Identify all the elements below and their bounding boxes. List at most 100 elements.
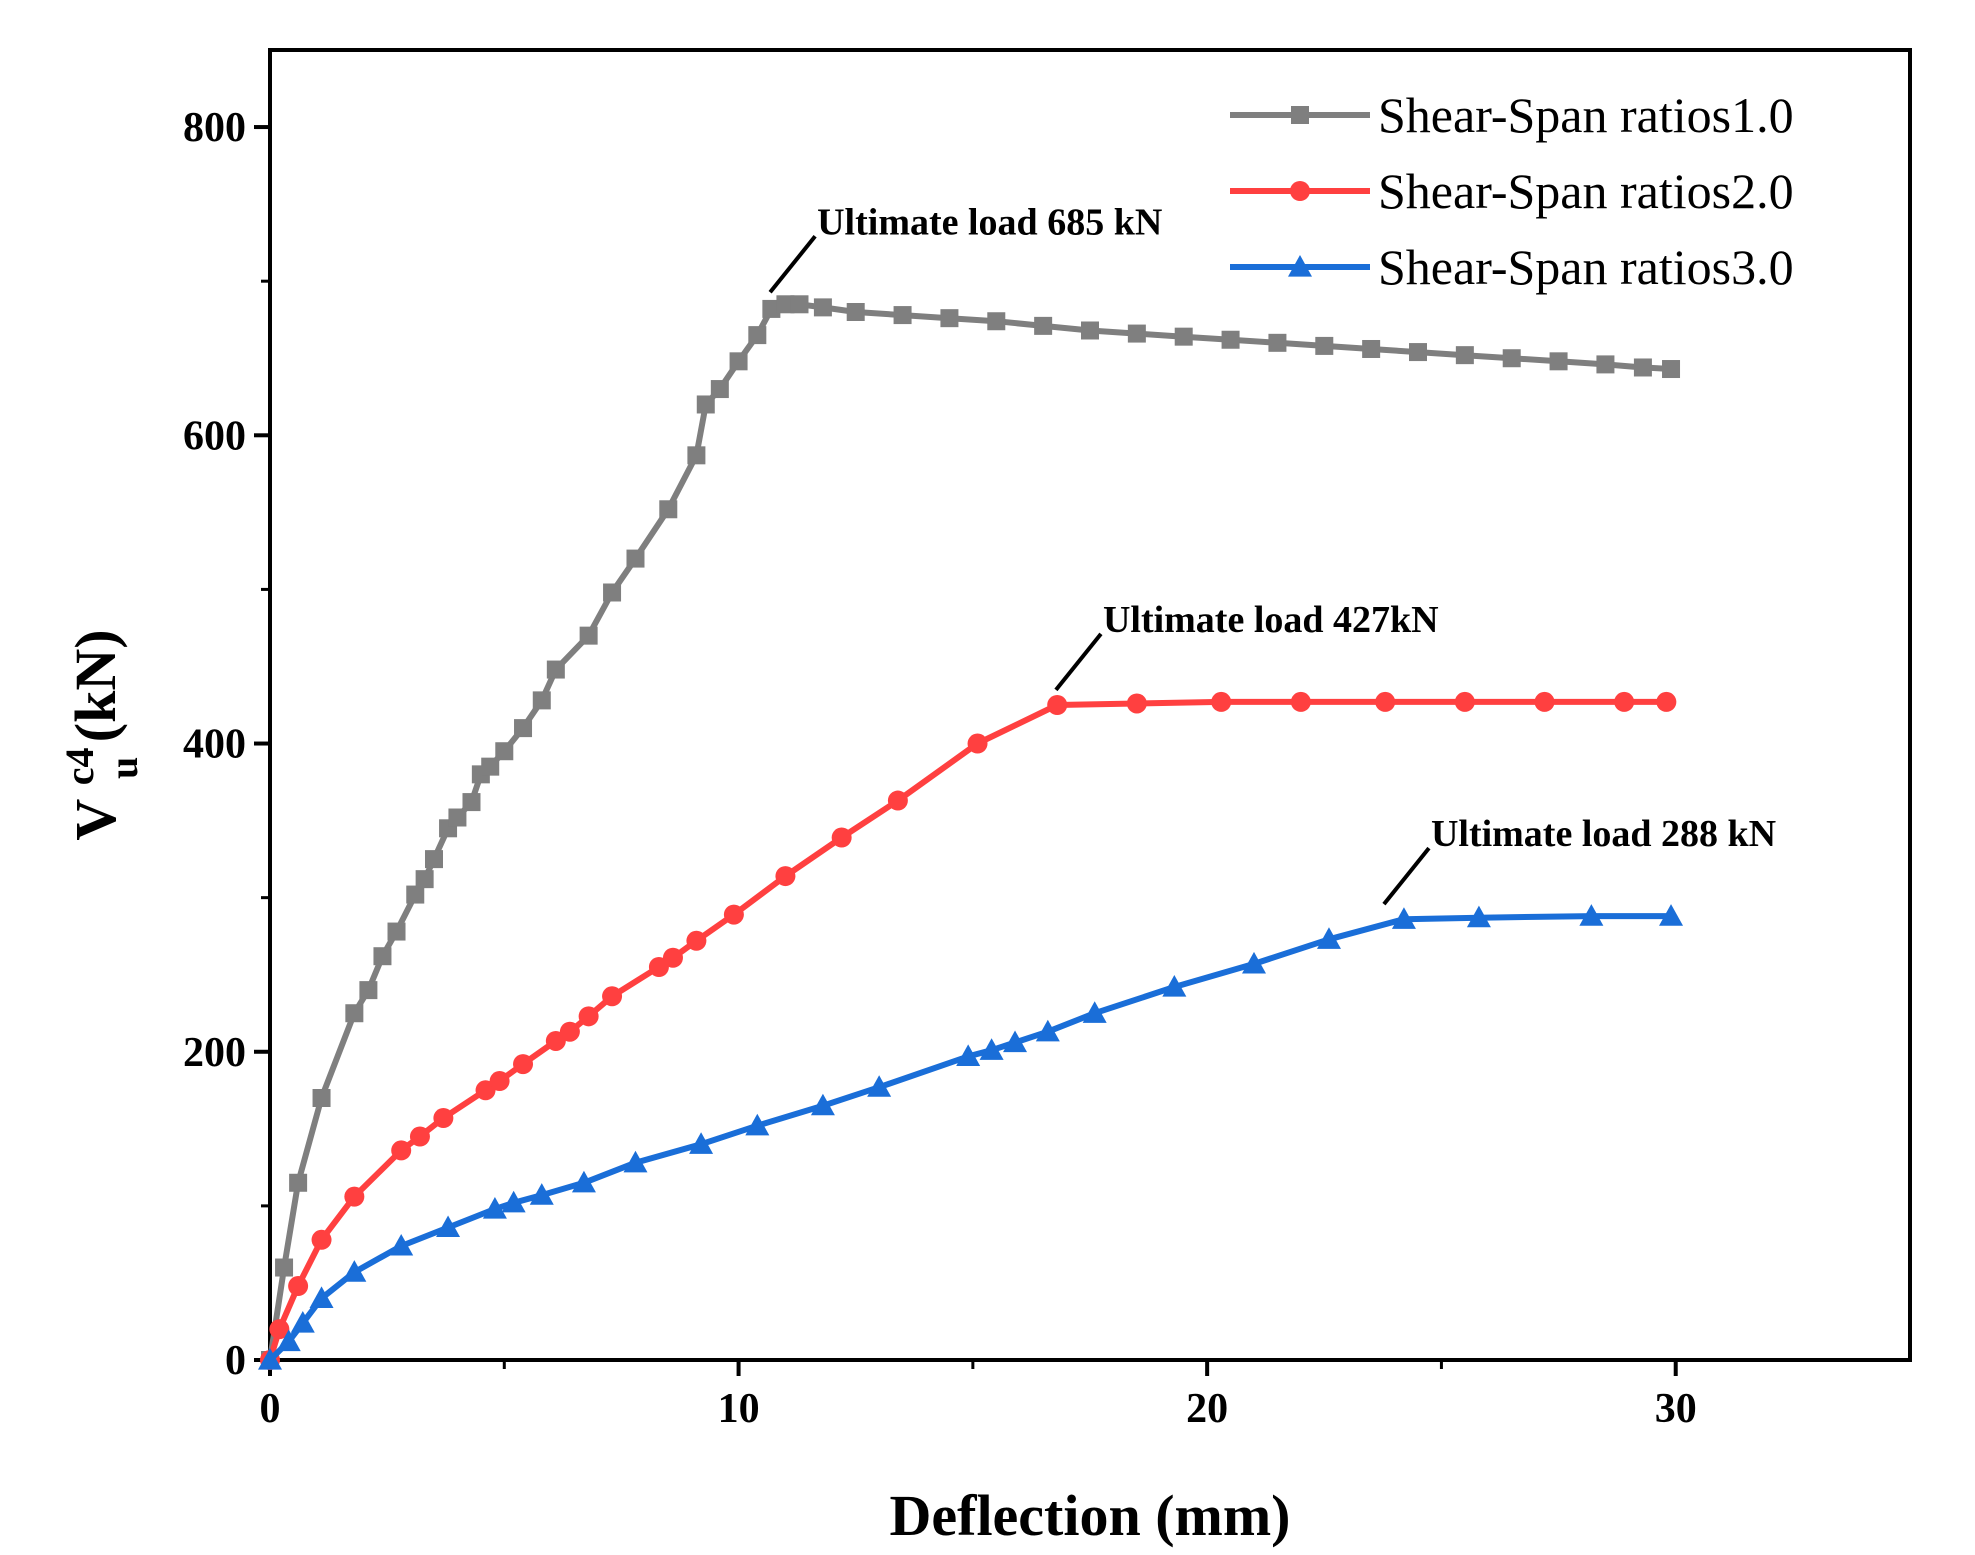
data-point-triangle	[276, 1329, 301, 1352]
data-point-triangle	[867, 1075, 892, 1097]
data-point-triangle	[1288, 255, 1312, 277]
data-point-triangle	[810, 1093, 835, 1116]
data-point-square	[532, 691, 551, 710]
data-point-square	[687, 446, 706, 465]
data-point-square	[846, 303, 865, 321]
legend-label: Shear-Span ratios1.0	[1378, 87, 1794, 143]
data-point-triangle	[745, 1113, 770, 1136]
data-point-square	[1221, 330, 1240, 349]
series-2	[260, 691, 1677, 1370]
data-point-square	[275, 1258, 294, 1277]
data-point-circle	[1454, 691, 1475, 712]
data-point-circle	[662, 947, 683, 968]
data-point-square	[345, 1004, 364, 1023]
data-point-square	[1081, 321, 1099, 340]
legend: Shear-Span ratios1.0 Shear-Span ratios2.0…	[1230, 87, 1794, 295]
data-point-square	[762, 299, 781, 318]
y-axis-title-subscript: u	[101, 757, 146, 779]
data-point-circle	[723, 904, 744, 925]
axes-layer: 0 10 20 30 0 200 400 600 800	[183, 48, 1912, 1432]
x-tick-label: 0	[260, 1386, 281, 1432]
data-point-triangle	[1082, 1001, 1107, 1023]
data-point-circle	[1290, 691, 1311, 712]
data-point-triangle	[1466, 905, 1491, 928]
series-1	[261, 295, 1681, 1369]
data-point-circle	[1126, 693, 1147, 714]
data-point-square	[373, 947, 392, 966]
legend-entry-3: Shear-Span ratios3.0	[1230, 239, 1794, 295]
data-point-square	[987, 312, 1006, 331]
data-point-square	[1291, 106, 1309, 124]
legend-label: Shear-Span ratios3.0	[1378, 239, 1794, 295]
data-point-circle	[1614, 691, 1635, 712]
data-point-circle	[391, 1140, 412, 1161]
y-axis-title-unit: (kN)	[63, 629, 128, 742]
series-layer	[258, 295, 1684, 1370]
data-point-square	[462, 793, 481, 812]
data-point-square	[790, 295, 809, 314]
data-point-square	[579, 626, 598, 645]
data-point-square	[495, 742, 514, 761]
data-point-square	[448, 808, 467, 827]
y-axis-title-main: V	[63, 799, 128, 841]
annotation-leader-line	[1054, 632, 1103, 692]
data-point-circle	[288, 1276, 309, 1297]
data-point-circle	[513, 1054, 534, 1075]
data-point-circle	[1290, 181, 1310, 201]
y-axis-title: V c4 u (kN)	[41, 629, 150, 840]
x-tick-label: 10	[718, 1386, 760, 1432]
data-point-square	[359, 981, 378, 1000]
data-point-square	[776, 295, 795, 314]
data-point-circle	[269, 1319, 290, 1340]
data-point-square	[603, 583, 622, 602]
legend-entry-2: Shear-Span ratios2.0	[1230, 163, 1794, 219]
data-point-triangle	[258, 1348, 282, 1370]
data-point-triangle	[1579, 904, 1604, 926]
annotation-label: Ultimate load 685 kN	[817, 201, 1162, 243]
data-point-square	[1633, 358, 1652, 377]
data-point-triangle	[689, 1132, 714, 1154]
data-point-square	[626, 549, 645, 568]
data-point-square	[1502, 349, 1521, 368]
data-point-circle	[775, 866, 796, 887]
data-point-square	[1174, 327, 1193, 346]
plot-frame	[268, 48, 1912, 1362]
y-tick-label: 400	[183, 722, 246, 768]
data-point-triangle	[623, 1150, 648, 1173]
y-tick-label: 0	[225, 1338, 246, 1384]
data-point-square	[1409, 343, 1427, 362]
data-point-circle	[433, 1108, 454, 1129]
data-point-square	[1455, 346, 1474, 365]
data-point-circle	[887, 790, 908, 811]
data-point-square	[312, 1089, 331, 1107]
data-point-circle	[559, 1021, 580, 1042]
y-tick-label: 200	[183, 1030, 246, 1076]
data-point-square	[696, 395, 715, 414]
data-point-circle	[1211, 691, 1232, 712]
annotation-leader-line	[1382, 846, 1431, 906]
data-point-square	[813, 298, 832, 317]
data-point-triangle	[482, 1196, 507, 1219]
data-point-circle	[489, 1071, 510, 1092]
data-point-triangle	[309, 1286, 334, 1308]
data-point-circle	[1656, 691, 1677, 712]
data-point-triangle	[436, 1215, 461, 1238]
data-point-square	[406, 885, 425, 904]
y-tick-label: 600	[183, 413, 246, 459]
data-point-triangle	[1391, 907, 1416, 929]
data-point-circle	[578, 1006, 599, 1027]
annotation-label: Ultimate load 288 kN	[1431, 813, 1776, 855]
x-tick-label: 30	[1655, 1386, 1697, 1432]
y-axis-title-superscript: c4	[57, 747, 102, 785]
data-point-circle	[311, 1229, 332, 1250]
data-point-circle	[602, 986, 623, 1007]
data-point-circle	[1047, 695, 1068, 715]
data-point-square	[387, 922, 406, 941]
data-point-circle	[1375, 691, 1396, 712]
data-point-triangle	[501, 1190, 526, 1213]
data-point-square	[659, 500, 678, 519]
data-point-square	[1127, 324, 1146, 343]
data-point-square	[1268, 333, 1287, 352]
data-point-triangle	[1035, 1019, 1060, 1042]
